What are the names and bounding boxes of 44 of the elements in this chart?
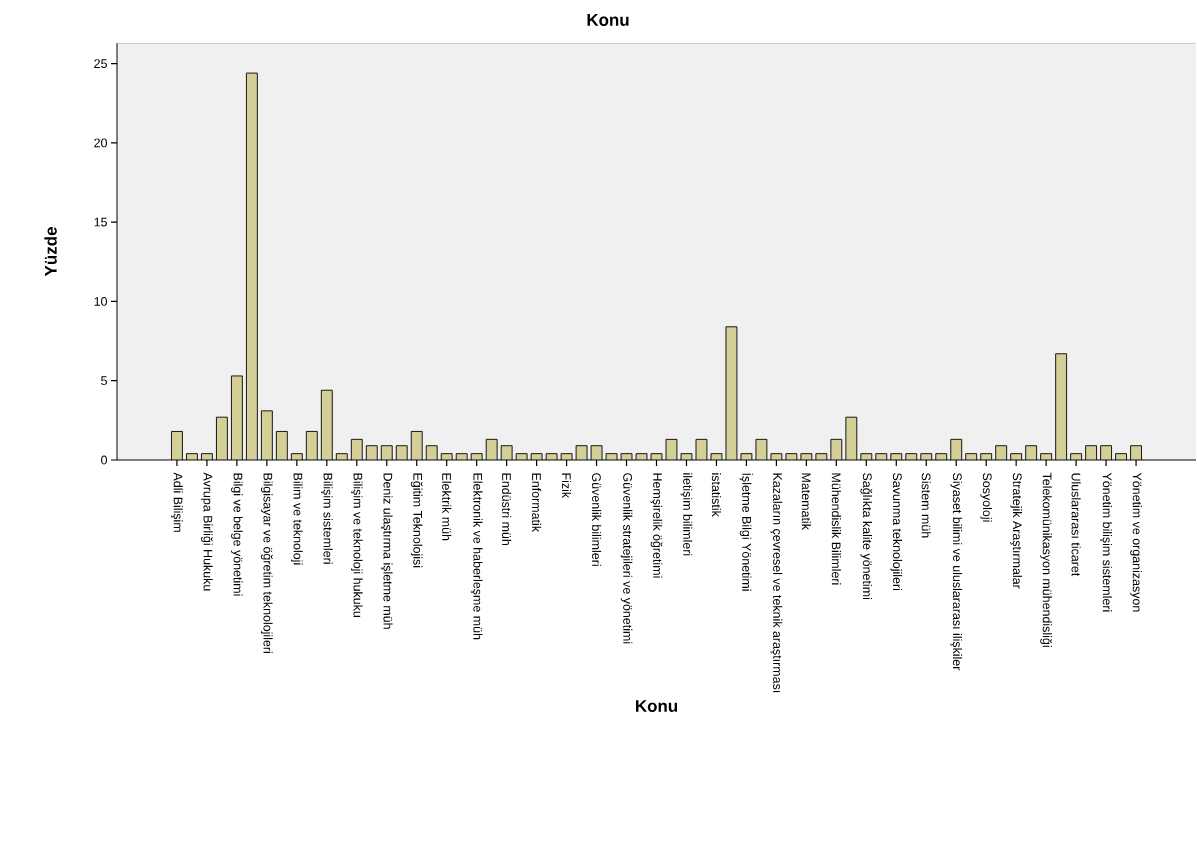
y-tick-label: 15: [94, 217, 107, 227]
x-tick-label: Elektronik ve haberleşme müh: [470, 473, 483, 640]
x-tick-label: Mühendislik Bilimleri: [831, 473, 841, 585]
x-tick-label: istatistik: [711, 473, 722, 517]
x-tick-label: İşletme Bilgi Yönetimi: [739, 473, 754, 591]
x-tick-label: Endüstri müh: [502, 473, 512, 546]
x-tick-label: Bilim ve teknoloji: [291, 473, 303, 565]
x-tick-label: Siyaset bilimi ve uluslararası ilişkiler: [950, 473, 963, 671]
x-tick-label: Sistem müh: [921, 473, 931, 538]
x-tick-label: Enformatik: [532, 473, 542, 533]
y-tick-label: 10: [94, 297, 107, 306]
y-tick-label: 25: [94, 59, 107, 69]
x-tick-label: Bilişim ve teknoloji hukuku: [350, 473, 363, 617]
y-axis-title: Yüzde: [44, 227, 57, 277]
x-tick-label: Bilişim sistemleri: [320, 473, 333, 564]
y-tick-label: 0: [101, 455, 107, 465]
x-tick-label: Eğitim Teknolojisi: [410, 473, 423, 568]
x-tick-label: Savunma teknolojileri: [890, 473, 903, 590]
x-tick-label: Sosyoloji: [980, 473, 993, 522]
bar: [1055, 353, 1067, 460]
x-tick-label: Güvenlik bilimleri: [591, 473, 602, 566]
x-tick-label: Elektrik müh: [442, 473, 452, 541]
x-tick-label: Uluslararası ticaret: [1071, 473, 1081, 577]
bar: [246, 73, 258, 460]
x-tick-label: Yönetim ve organizasyon: [1130, 472, 1142, 612]
x-axis-title: Konu: [636, 700, 678, 712]
x-tick-label: Matematik: [801, 473, 811, 530]
x-tick-label: Güvenlik stratejileri ve yönetimi: [620, 473, 633, 644]
y-tick-label: 20: [94, 138, 107, 148]
x-tick-label: Kazaların çevresel ve teknik araştırması: [770, 473, 783, 693]
x-tick-label: Hemşirelik öğretimi: [650, 473, 663, 578]
x-tick-label: Stratejik Araştırmalar: [1010, 473, 1023, 589]
x-tick-label: Telekomünikasyon mühendisliği: [1040, 472, 1053, 647]
x-tick-label: Bilgisayar ve öğretim teknolojileri: [260, 473, 273, 653]
x-tick-label: Bilgi ve belge yönetimi: [231, 473, 243, 596]
chart-title: Konu: [587, 14, 629, 26]
x-tick-label: Deniz ulaştırma işletme müh: [380, 473, 393, 629]
x-tick-label: Sağlıkta kalite yönetimi: [860, 473, 873, 599]
x-tick-label: Avrupa Birliği Hukuku: [201, 472, 213, 591]
x-tick-label: iletişim bilimleri: [680, 473, 693, 556]
x-tick-label: Fizik: [562, 473, 572, 499]
x-tick-label: Adli Bilişim: [171, 472, 183, 532]
y-tick-label: 5: [101, 376, 107, 386]
x-tick-label: Yönetim bilişim sistemleri: [1100, 472, 1112, 612]
